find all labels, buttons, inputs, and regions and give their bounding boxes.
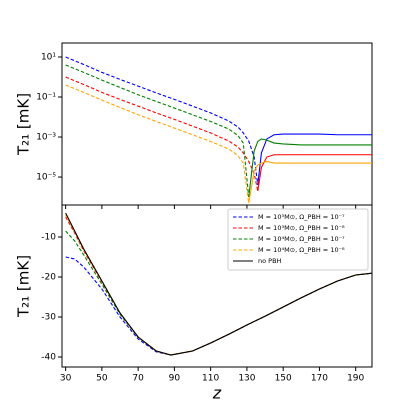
legend-label: M = 10³M⊙, Ω_PBH = 10⁻⁷ (258, 213, 345, 221)
x-tick-label: 70 (132, 374, 144, 384)
x-tick-label: 130 (238, 374, 255, 384)
y-tick-label: -10 (41, 233, 56, 243)
y-tick-label: 10⁻⁵ (36, 173, 56, 183)
series-line (257, 133, 372, 186)
legend-label: M = 10⁴M⊙, Ω_PBH = 10⁻⁸ (258, 246, 345, 254)
x-tick-label: 170 (311, 374, 328, 384)
legend-label: M = 10³M⊙, Ω_PBH = 10⁻⁸ (258, 224, 345, 232)
x-tick-label: 30 (60, 374, 72, 384)
legend-label: M = 10⁴M⊙, Ω_PBH = 10⁻⁷ (258, 235, 345, 243)
y-tick-label: -30 (41, 313, 56, 323)
y-axis-label: T₂₁ [mK] (15, 255, 33, 318)
legend-label: no PBH (258, 257, 282, 265)
x-tick-label: 110 (202, 374, 219, 384)
y-tick-label: -40 (41, 353, 56, 363)
y-tick-label: -20 (41, 273, 56, 283)
series-line (65, 76, 259, 192)
x-tick-label: 150 (275, 374, 292, 384)
x-tick-label: 50 (96, 374, 108, 384)
series-line (65, 84, 250, 204)
plot-frame (61, 204, 373, 368)
y-tick-label: 10⁻¹ (36, 93, 56, 103)
x-axis-label: z (212, 384, 222, 403)
x-tick-label: 190 (347, 374, 364, 384)
series-line (65, 64, 250, 198)
x-tick-label: 90 (169, 374, 181, 384)
series-line (257, 154, 372, 192)
y-tick-label: 10¹ (41, 52, 56, 62)
y-axis-label: T₂₁ [mK] (15, 93, 33, 156)
series-line (65, 56, 259, 186)
legend-box (227, 208, 369, 271)
series-line (248, 138, 372, 198)
y-tick-label: 10⁻³ (36, 133, 56, 143)
series-line (248, 160, 372, 204)
series-line (65, 212, 372, 356)
series-line (65, 256, 372, 356)
